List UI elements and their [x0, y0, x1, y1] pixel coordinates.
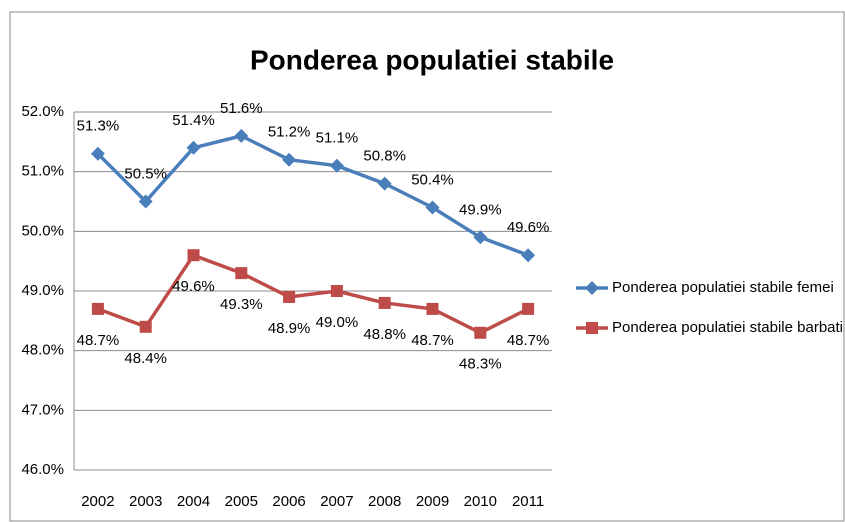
data-label: 48.4%	[124, 350, 167, 367]
y-tick-label: 48.0%	[21, 342, 64, 359]
data-point	[426, 302, 439, 315]
x-tick-label: 2008	[368, 493, 401, 510]
x-tick-label: 2005	[225, 493, 258, 510]
data-label: 48.3%	[459, 356, 502, 373]
data-label: 51.4%	[172, 112, 215, 129]
y-tick-label: 50.0%	[21, 222, 64, 239]
x-tick-label: 2009	[416, 493, 449, 510]
y-tick-label: 46.0%	[21, 461, 64, 478]
data-label: 51.1%	[316, 130, 359, 147]
data-label: 48.7%	[507, 332, 550, 349]
data-point	[378, 296, 391, 309]
y-tick-label: 47.0%	[21, 401, 64, 418]
data-label: 48.7%	[77, 332, 120, 349]
data-point	[91, 302, 104, 315]
data-label: 48.9%	[268, 320, 311, 337]
data-point	[187, 249, 200, 262]
x-tick-label: 2006	[272, 493, 305, 510]
data-label: 49.6%	[507, 219, 550, 236]
data-label: 48.8%	[363, 326, 406, 343]
x-tick-label: 2011	[512, 493, 544, 510]
x-tick-label: 2007	[320, 493, 353, 510]
data-point	[139, 320, 152, 333]
data-point	[330, 285, 343, 297]
data-label: 50.8%	[363, 148, 406, 165]
data-point	[90, 146, 105, 161]
x-tick-label: 2003	[129, 493, 162, 510]
x-tick-label: 2002	[81, 493, 114, 510]
data-point	[473, 230, 488, 245]
data-point	[377, 176, 392, 191]
data-point	[138, 194, 153, 209]
y-tick-label: 52.0%	[21, 103, 64, 120]
data-label: 51.3%	[77, 118, 120, 135]
data-point	[425, 200, 440, 215]
data-point	[329, 158, 344, 173]
data-label: 50.5%	[124, 165, 167, 182]
data-point	[234, 128, 249, 143]
data-label: 49.3%	[220, 296, 263, 313]
legend-marker	[586, 322, 598, 334]
data-point	[282, 152, 297, 167]
data-point	[186, 140, 201, 155]
data-label: 51.2%	[268, 124, 311, 141]
data-label: 51.6%	[220, 100, 263, 117]
data-point	[474, 326, 487, 339]
data-point	[283, 290, 296, 303]
data-point	[235, 267, 248, 280]
series-line	[97, 253, 529, 335]
y-tick-label: 49.0%	[21, 282, 64, 299]
legend-marker	[585, 281, 599, 295]
y-tick-label: 51.0%	[21, 163, 64, 180]
legend-label: Ponderea populatiei stabile femei	[612, 279, 834, 296]
x-tick-label: 2004	[177, 493, 210, 510]
legend-label: Ponderea populatiei stabile barbati	[612, 319, 843, 336]
data-label: 50.4%	[411, 171, 454, 188]
series-line	[96, 134, 529, 257]
data-point	[521, 248, 536, 263]
data-label: 49.9%	[459, 201, 502, 218]
data-label: 49.0%	[316, 314, 359, 331]
chart-title: Ponderea populatiei stabile	[250, 44, 614, 75]
x-tick-label: 2010	[464, 493, 497, 510]
data-label: 48.7%	[411, 332, 454, 349]
data-label: 49.6%	[172, 278, 215, 295]
data-point	[522, 302, 535, 315]
chart-frame	[9, 11, 845, 522]
